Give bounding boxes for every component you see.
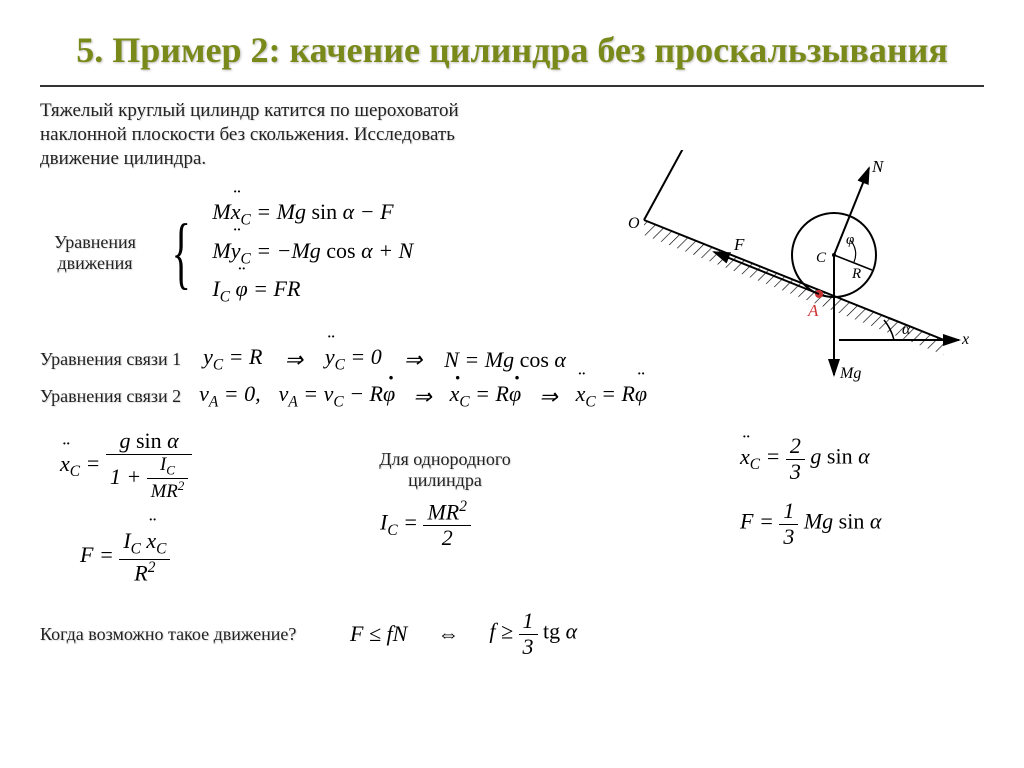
c1-b: yC = 0 — [325, 344, 382, 374]
radius-label: R — [851, 266, 861, 282]
constraint1-row: Уравнения связи 1 yC = R ⇒ yC = 0 ⇒ N = … — [40, 344, 566, 374]
brace-icon: { — [172, 217, 191, 289]
c2-b: vA = vC − Rφ — [279, 381, 396, 411]
F-label: F — [733, 235, 745, 254]
slide-title: 5. Пример 2: качение цилиндра без проска… — [0, 0, 1024, 79]
eom-label: Уравнения движения — [40, 232, 150, 274]
c1-c: N = Mg cos α — [444, 347, 566, 373]
center-label: C — [816, 250, 827, 266]
constraint2-label: Уравнения связи 2 — [40, 386, 181, 407]
N-label: N — [871, 157, 885, 176]
arrow-icon: ⇒ — [539, 384, 557, 410]
xddot-general: xC = g sin α 1 + ICMR2 — [60, 429, 192, 502]
when-label: Когда возможно такое движение? — [40, 624, 320, 645]
c2-a: vA = 0, — [199, 381, 261, 411]
origin-label: O — [628, 215, 640, 232]
pointA-label: A — [807, 301, 819, 320]
incline-diagram: α y O x C R φ A N F Mg — [594, 150, 974, 400]
constraint1-label: Уравнения связи 1 — [40, 349, 181, 370]
cond-rhs: f ≥ 13 tg α — [489, 609, 577, 658]
arrow-icon: ⇒ — [413, 384, 431, 410]
arrow-icon: ⇒ — [404, 347, 422, 373]
condition-row: Когда возможно такое движение? F ≤ fN ⇔ … — [40, 609, 577, 658]
Ic-homogeneous: IC = MR2 2 — [380, 499, 471, 550]
c1-a: yC = R — [203, 344, 262, 374]
cond-lhs: F ≤ fN — [350, 621, 407, 647]
x-axis-label: x — [961, 331, 969, 348]
F-general: F = IC xC R2 — [80, 529, 170, 585]
alpha-label: α — [902, 321, 911, 338]
iff-icon: ⇔ — [437, 621, 459, 647]
xddot-homogeneous: xC = 23 g sin α — [740, 434, 870, 483]
eom-eq3: IC φ = FR — [212, 276, 413, 306]
problem-statement: Тяжелый круглый цилиндр катится по шерох… — [40, 99, 520, 170]
constraint2-row: Уравнения связи 2 vA = 0, vA = vC − Rφ ⇒… — [40, 381, 647, 411]
homogeneous-label: Для однородного цилиндра — [350, 449, 540, 491]
arrow-icon: ⇒ — [284, 347, 302, 373]
title-divider — [40, 85, 984, 87]
phi-label: φ — [846, 232, 854, 248]
eom-block: Уравнения движения { MxC = Mg sin α − F … — [40, 199, 413, 306]
c2-c: xC = Rφ — [450, 381, 522, 411]
Mg-label: Mg — [839, 365, 861, 382]
F-homogeneous: F = 13 Mg sin α — [740, 499, 881, 548]
eom-eq1: MxC = Mg sin α − F — [212, 199, 413, 229]
